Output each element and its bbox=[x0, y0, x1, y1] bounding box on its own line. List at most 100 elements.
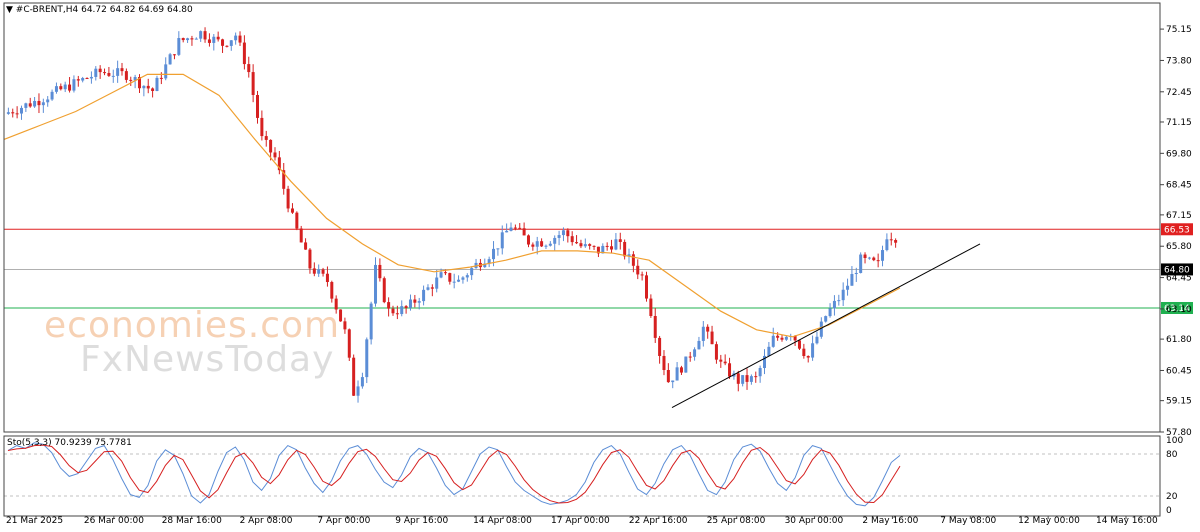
candle-body bbox=[614, 239, 618, 250]
candle-body bbox=[837, 300, 841, 302]
candle-body bbox=[889, 239, 893, 241]
candle-body bbox=[483, 263, 487, 268]
candle-body bbox=[561, 230, 565, 236]
candle-body bbox=[111, 75, 115, 77]
support-trendline-group bbox=[671, 243, 981, 409]
candle-body bbox=[557, 235, 561, 238]
candle-body bbox=[273, 152, 277, 158]
candle-body bbox=[212, 36, 216, 43]
time-tick-label: 26 Mar 00:00 bbox=[84, 516, 144, 526]
candle-body bbox=[378, 264, 382, 279]
candle-body bbox=[207, 39, 211, 43]
candle-body bbox=[487, 259, 491, 264]
price-tick-label: 61.80 bbox=[1166, 335, 1192, 345]
candle-body bbox=[256, 94, 260, 118]
time-tick-label: 14 Apr 08:00 bbox=[473, 516, 532, 526]
candle-body bbox=[588, 244, 592, 246]
candle-body bbox=[566, 230, 570, 237]
time-tick-label: 30 Apr 00:00 bbox=[785, 516, 844, 526]
candle-body bbox=[422, 289, 426, 302]
watermark-economies: economies.com bbox=[44, 305, 341, 346]
candle-body bbox=[203, 31, 207, 40]
candle-body bbox=[675, 367, 679, 381]
candle-body bbox=[369, 303, 373, 340]
candle-body bbox=[234, 35, 238, 41]
support-trendline bbox=[671, 243, 981, 409]
price-tick-label: 68.45 bbox=[1166, 181, 1192, 191]
candle-body bbox=[199, 31, 203, 39]
candle-body bbox=[413, 299, 417, 303]
chart-axes: 75.15 73.80 72.45 71.15 69.80 68.45 67.15 65.80… bbox=[3, 2, 1192, 526]
candle-body bbox=[107, 73, 111, 76]
candle-body bbox=[579, 243, 583, 247]
candle-body bbox=[610, 246, 614, 250]
candlestick-series bbox=[6, 27, 898, 403]
candle-body bbox=[6, 112, 10, 114]
collapse-arrow-icon[interactable]: ▼ bbox=[6, 5, 13, 15]
candle-body bbox=[854, 272, 858, 275]
time-tick-label: 2 May 16:00 bbox=[862, 516, 918, 526]
candle-body bbox=[863, 254, 867, 258]
candle-body bbox=[426, 287, 430, 290]
candle-body bbox=[684, 356, 688, 373]
candle-body bbox=[452, 281, 456, 283]
horizontal-levels: 66.53 64.80 63.14 bbox=[4, 223, 1193, 314]
candle-body bbox=[841, 289, 845, 301]
candle-body bbox=[430, 287, 434, 289]
candle-body bbox=[404, 306, 408, 308]
candle-body bbox=[177, 38, 181, 55]
candle-body bbox=[260, 117, 264, 137]
candle-body bbox=[133, 77, 137, 81]
time-tick-label: 12 May 00:00 bbox=[1018, 516, 1080, 526]
time-tick-label: 9 Apr 16:00 bbox=[395, 516, 448, 526]
candle-body bbox=[299, 228, 303, 243]
candle-body bbox=[728, 363, 732, 377]
candle-body bbox=[448, 273, 452, 282]
candle-body bbox=[749, 376, 753, 382]
oscillator-tick-label: 0 bbox=[1166, 506, 1172, 516]
time-tick-label: 21 Mar 2025 bbox=[6, 516, 63, 526]
candle-body bbox=[867, 257, 871, 259]
candle-body bbox=[68, 84, 72, 91]
candle-body bbox=[11, 112, 15, 114]
candle-body bbox=[168, 54, 172, 65]
candle-body bbox=[644, 275, 648, 299]
candle-body bbox=[658, 337, 662, 356]
candle-body bbox=[627, 254, 631, 257]
candle-body bbox=[247, 64, 251, 73]
candle-body bbox=[151, 88, 155, 91]
candle-body bbox=[793, 336, 797, 341]
candle-body bbox=[623, 241, 627, 257]
candle-body bbox=[583, 244, 587, 247]
candle-body bbox=[758, 368, 762, 377]
candle-body bbox=[242, 42, 246, 65]
candle-body bbox=[601, 245, 605, 254]
candle-body bbox=[59, 86, 63, 90]
candle-body bbox=[570, 236, 574, 243]
candle-body bbox=[465, 275, 469, 278]
candle-body bbox=[540, 241, 544, 247]
candle-body bbox=[745, 375, 749, 382]
candle-body bbox=[771, 335, 775, 347]
candle-body bbox=[124, 71, 128, 80]
symbol-ohlc-text: #C-BRENT,H4 64.72 64.82 64.69 64.80 bbox=[15, 5, 193, 15]
time-tick-label: 22 Apr 16:00 bbox=[629, 516, 688, 526]
time-tick-label: 28 Mar 16:00 bbox=[162, 516, 222, 526]
candle-body bbox=[763, 355, 767, 369]
candle-body bbox=[797, 340, 801, 349]
watermark-fxnewstoday: FxNewsToday bbox=[80, 339, 335, 380]
price-tick-label: 57.80 bbox=[1166, 428, 1192, 438]
candle-body bbox=[784, 336, 788, 340]
candle-body bbox=[649, 298, 653, 316]
candle-body bbox=[719, 359, 723, 362]
time-tick-label: 25 Apr 08:00 bbox=[707, 516, 766, 526]
candle-body bbox=[129, 79, 133, 81]
moving-average-line bbox=[3, 73, 901, 338]
candle-body bbox=[116, 68, 120, 76]
candle-body bbox=[63, 84, 67, 90]
price-panel-frame bbox=[3, 2, 1161, 433]
candle-body bbox=[736, 373, 740, 384]
candle-body bbox=[815, 336, 819, 344]
